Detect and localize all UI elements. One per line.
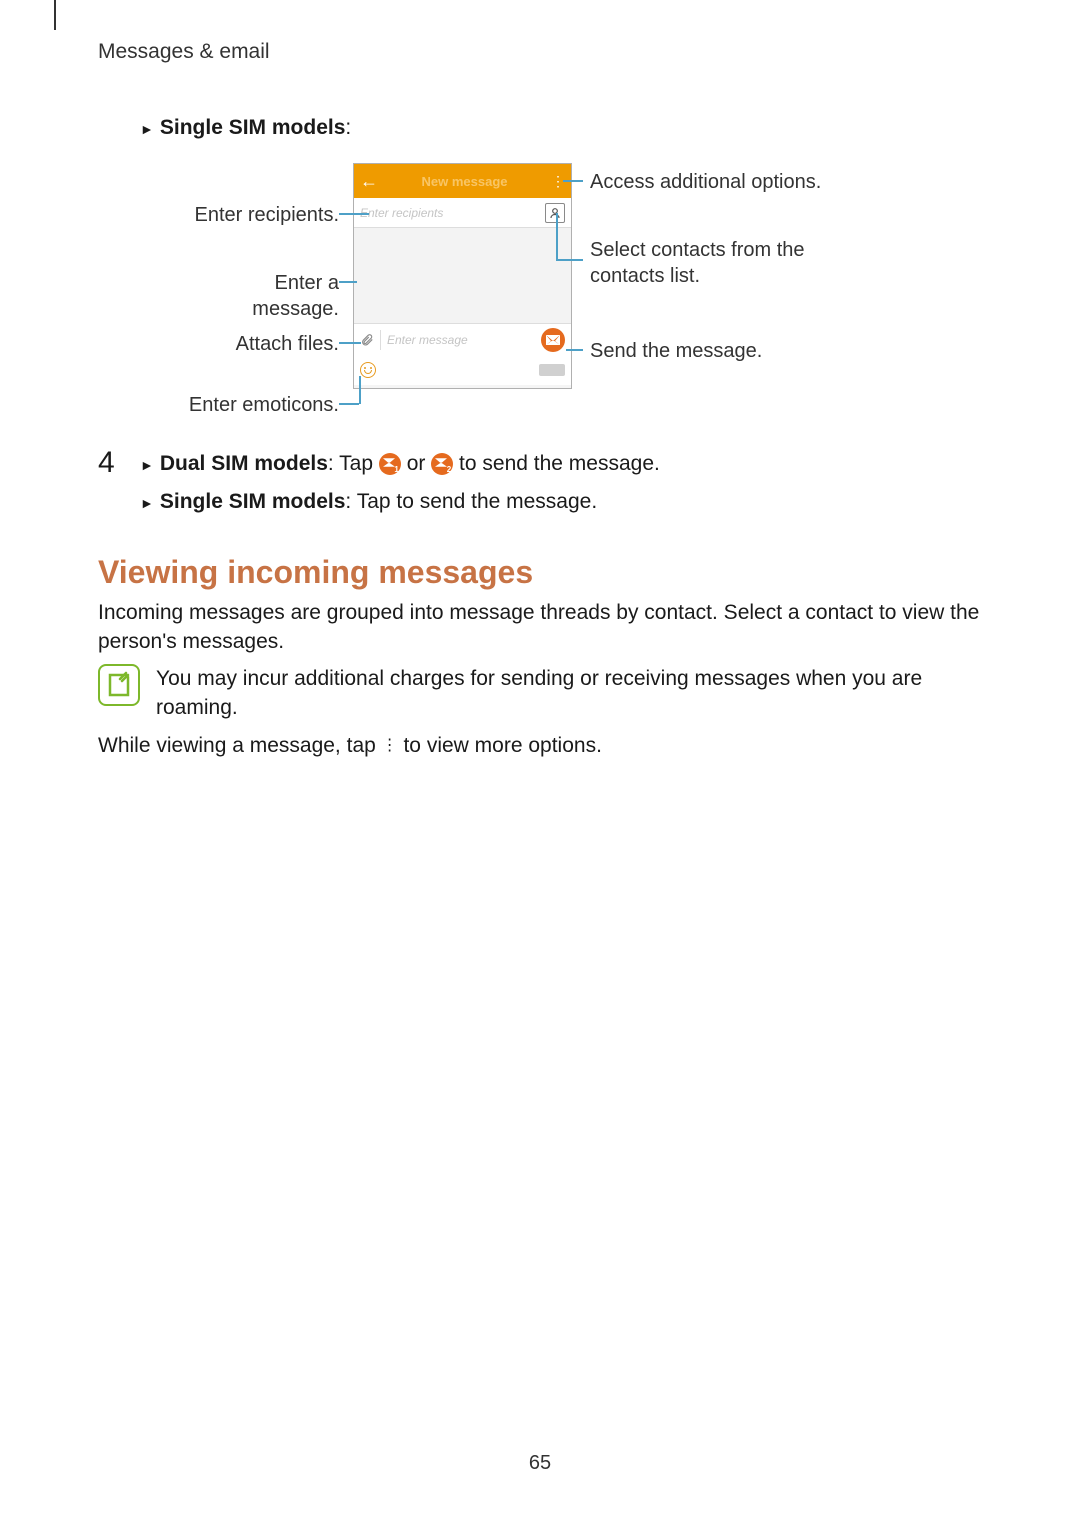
page-number: 65: [0, 1452, 1080, 1475]
single-sim-heading: Single SIM models:: [140, 116, 351, 140]
single-sim-bold: Single SIM models: [160, 490, 346, 513]
send-sim1-icon: 1: [379, 453, 401, 475]
page-crop-mark: [54, 0, 56, 30]
message-body-area[interactable]: [354, 228, 571, 323]
leader-line: [556, 259, 583, 261]
callout-additional-options: Access additional options.: [590, 169, 821, 195]
phone-header: ← New message ⋮: [354, 164, 571, 198]
recipients-row[interactable]: Enter recipients: [354, 198, 571, 228]
send-sim2-icon: 2: [431, 453, 453, 475]
txt: or: [401, 452, 431, 475]
sim-indicator: [539, 364, 565, 376]
txt: : Tap: [328, 452, 379, 475]
txt: to view more options.: [398, 734, 602, 757]
callout-select-contacts: Select contacts from the contacts list.: [590, 237, 850, 289]
section-heading: Viewing incoming messages: [98, 554, 533, 591]
leader-line: [339, 403, 359, 405]
step-number: 4: [98, 446, 115, 480]
txt: to send the message.: [453, 452, 660, 475]
callout-attach-files: Attach files.: [184, 331, 339, 357]
emoticon-icon[interactable]: [360, 362, 376, 378]
single-sim-label: Single SIM models: [160, 116, 346, 139]
contacts-icon[interactable]: [545, 203, 565, 223]
leader-line: [556, 213, 558, 260]
callout-enter-recipients: Enter recipients.: [184, 202, 339, 228]
phone-title: New message: [422, 174, 508, 189]
step4-dual-sim-line: Dual SIM models: Tap 1 or 2 to send the …: [140, 452, 660, 476]
divider: [380, 330, 381, 350]
paragraph-1: Incoming messages are grouped into messa…: [98, 598, 982, 657]
txt: : Tap to send the message.: [345, 490, 597, 513]
page-section-title: Messages & email: [98, 40, 270, 64]
back-icon[interactable]: ←: [360, 171, 378, 192]
leader-line: [339, 281, 357, 283]
txt: While viewing a message, tap: [98, 734, 382, 757]
leader-line: [566, 349, 583, 351]
dual-sim-bold: Dual SIM models: [160, 452, 328, 475]
leader-line: [359, 376, 361, 404]
callout-send-message: Send the message.: [590, 338, 762, 364]
more-icon[interactable]: ⋮: [551, 173, 563, 190]
leader-line: [563, 180, 583, 182]
recipients-placeholder: Enter recipients: [360, 206, 443, 220]
phone-mock-frame: ← New message ⋮ Enter recipients Enter m…: [353, 163, 572, 389]
send-icon[interactable]: [541, 328, 565, 352]
leader-line: [339, 342, 361, 344]
note-icon: [98, 664, 140, 706]
note-text: You may incur additional charges for sen…: [156, 664, 982, 723]
callout-enter-message: Enter a message.: [184, 270, 339, 322]
more-icon: ⋮: [382, 743, 398, 749]
paragraph-2: While viewing a message, tap ⋮ to view m…: [98, 734, 602, 758]
note-row: You may incur additional charges for sen…: [98, 664, 982, 723]
leader-line: [339, 213, 369, 215]
step4-single-sim-line: Single SIM models: Tap to send the messa…: [140, 490, 597, 514]
compose-placeholder: Enter message: [387, 333, 468, 347]
callout-enter-emoticons: Enter emoticons.: [164, 392, 339, 418]
paperclip-icon[interactable]: [360, 333, 374, 347]
compose-row: Enter message: [354, 323, 571, 355]
emoticon-row: [354, 355, 571, 385]
